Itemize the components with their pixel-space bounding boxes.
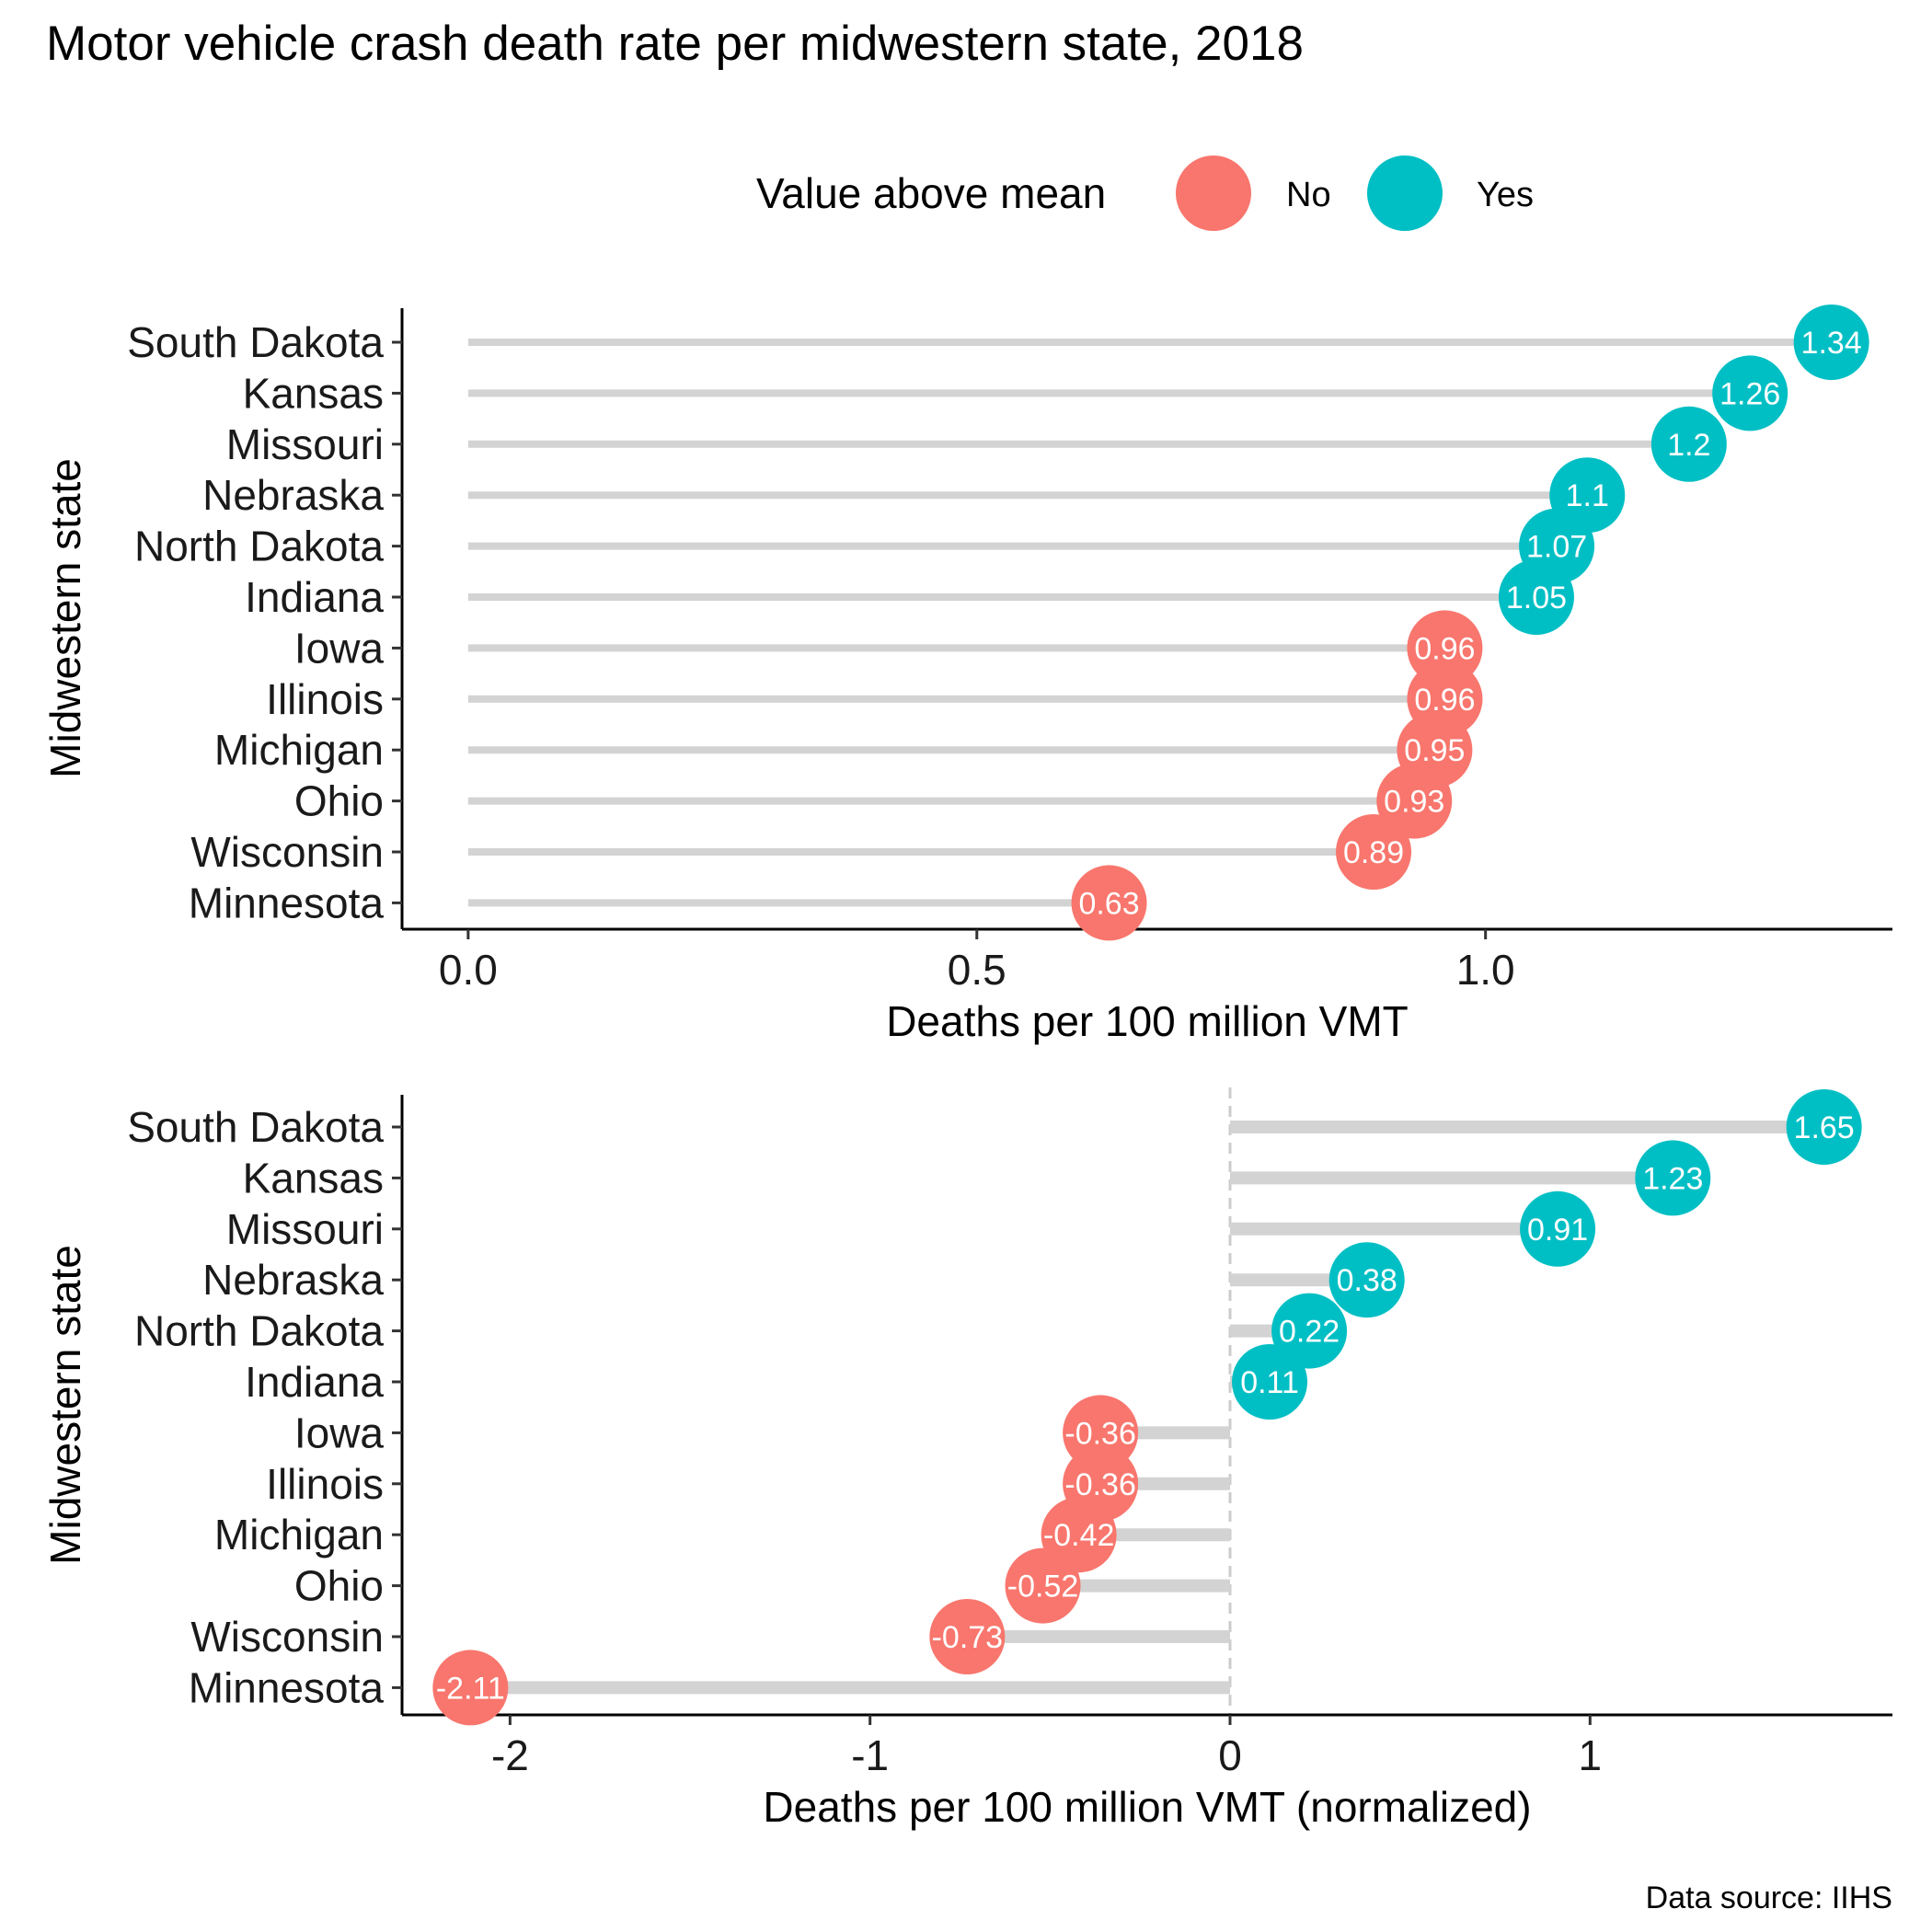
data-point-kansas [1712,355,1788,431]
y-tick-label-ohio: Ohio [294,777,384,825]
data-label-ohio: 0.93 [1384,785,1444,820]
y-tick-label-illinois: Illinois [266,675,384,723]
data-point-ohio [1005,1547,1081,1624]
y-tick-label-indiana: Indiana [245,1358,384,1406]
data-label-north-dakota: 0.22 [1279,1315,1340,1350]
y-tick-label-minnesota: Minnesota [189,1663,385,1711]
y-tick-label-north-dakota: North Dakota [134,523,384,570]
x-tick-label: -1 [851,1731,889,1779]
data-label-illinois: -0.36 [1064,1467,1136,1502]
x-axis-title: Deaths per 100 million VMT [886,997,1409,1045]
data-label-indiana: 1.05 [1506,581,1567,615]
data-point-minnesota [1071,865,1147,941]
data-label-iowa: 0.96 [1414,631,1475,666]
data-label-north-dakota: 1.07 [1526,530,1587,565]
data-label-illinois: 0.96 [1414,683,1475,718]
data-source-caption: Data source: IIHS [1646,1880,1892,1915]
data-label-michigan: 0.95 [1404,733,1465,768]
x-tick-label: 0 [1218,1731,1242,1779]
legend-title: Value above mean [756,169,1106,217]
y-tick-label-nebraska: Nebraska [202,1256,384,1304]
y-tick-label-nebraska: Nebraska [202,471,384,519]
x-tick-label: 0.5 [948,946,1006,994]
data-label-wisconsin: -0.73 [932,1620,1004,1655]
data-point-north-dakota [1271,1293,1348,1369]
legend: Value above mean No Yes [756,155,1534,231]
data-label-minnesota: 0.63 [1078,886,1139,921]
data-point-nebraska [1328,1242,1405,1318]
legend-swatch-no [1176,155,1251,231]
data-label-iowa: -0.36 [1064,1416,1136,1451]
data-point-minnesota [432,1650,509,1726]
data-point-wisconsin [1336,814,1412,890]
data-label-south-dakota: 1.65 [1794,1110,1855,1145]
data-point-south-dakota [1793,305,1869,380]
y-tick-label-minnesota: Minnesota [189,879,385,926]
data-label-missouri: 0.91 [1527,1213,1588,1248]
bottom-panel: South DakotaKansasMissouriNebraskaNorth … [41,1087,1892,1831]
x-tick-label: -2 [491,1731,529,1779]
data-label-minnesota: -2.11 [436,1671,505,1706]
legend-label-yes: Yes [1477,176,1534,214]
y-axis-title: Midwestern state [41,458,89,778]
legend-swatch-yes [1367,155,1443,231]
data-point-kansas [1635,1140,1711,1216]
y-tick-label-north-dakota: North Dakota [134,1307,384,1355]
y-tick-label-iowa: Iowa [294,624,385,672]
data-point-wisconsin [929,1599,1006,1674]
data-label-michigan: -0.42 [1043,1518,1115,1553]
data-label-kansas: 1.26 [1719,376,1780,411]
data-point-ohio [1376,763,1453,839]
y-tick-label-wisconsin: Wisconsin [190,1613,384,1661]
data-label-nebraska: 0.38 [1337,1263,1397,1298]
y-axis-title: Midwestern state [41,1245,89,1565]
y-tick-label-south-dakota: South Dakota [127,1103,384,1151]
data-label-kansas: 1.23 [1642,1161,1703,1196]
data-point-missouri [1650,406,1727,482]
y-tick-label-missouri: Missouri [226,1205,384,1253]
y-tick-label-wisconsin: Wisconsin [190,828,384,876]
data-point-indiana [1498,559,1574,635]
y-tick-label-kansas: Kansas [243,1154,384,1202]
y-tick-label-south-dakota: South Dakota [127,318,384,366]
data-point-missouri [1520,1190,1596,1267]
data-point-indiana [1232,1344,1308,1420]
y-tick-label-iowa: Iowa [294,1409,385,1456]
data-label-ohio: -0.52 [1007,1570,1079,1604]
y-tick-label-illinois: Illinois [266,1460,384,1508]
y-tick-label-ohio: Ohio [294,1562,384,1610]
data-point-south-dakota [1786,1089,1862,1165]
y-tick-label-michigan: Michigan [214,1511,384,1558]
x-tick-label: 1.0 [1456,946,1515,994]
chart-title: Motor vehicle crash death rate per midwe… [46,17,1304,71]
data-label-missouri: 1.2 [1667,428,1710,463]
data-label-indiana: 0.11 [1240,1365,1299,1400]
x-axis-title: Deaths per 100 million VMT (normalized) [763,1783,1531,1831]
data-label-south-dakota: 1.34 [1801,326,1862,361]
x-tick-label: 0.0 [439,946,498,994]
data-label-wisconsin: 0.89 [1343,835,1404,870]
y-tick-label-kansas: Kansas [243,369,384,417]
data-label-nebraska: 1.1 [1566,478,1609,513]
y-tick-label-missouri: Missouri [226,420,384,468]
top-panel: South DakotaKansasMissouriNebraskaNorth … [41,305,1892,1045]
legend-label-no: No [1286,176,1331,214]
y-tick-label-michigan: Michigan [214,726,384,774]
y-tick-label-indiana: Indiana [245,573,384,621]
x-tick-label: 1 [1579,1731,1603,1779]
